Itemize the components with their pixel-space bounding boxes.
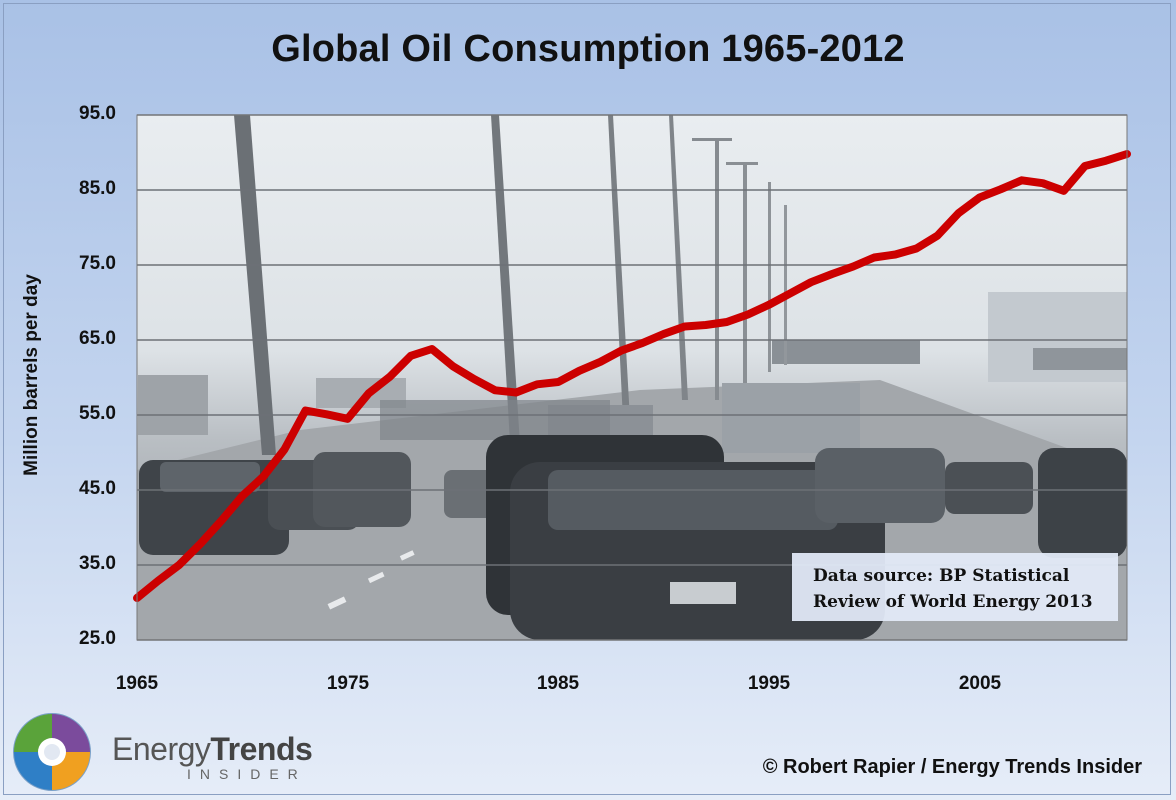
data-point (175, 561, 183, 569)
data-point (912, 245, 920, 252)
annotation-line: Data source: BP Statistical (813, 566, 1070, 586)
x-tick-label: 1965 (115, 673, 159, 694)
data-point (154, 577, 162, 585)
y-tick-label: 95.0 (79, 103, 116, 124)
data-point (386, 373, 394, 381)
data-point (596, 358, 604, 366)
data-point (807, 278, 815, 286)
y-tick-label: 35.0 (79, 553, 116, 574)
data-point (681, 323, 689, 330)
y-tick-label: 85.0 (79, 178, 116, 199)
series-line (133, 150, 1131, 602)
data-point (238, 492, 246, 500)
data-point (196, 540, 204, 548)
data-point (786, 290, 794, 297)
brand-name: EnergyTrends (112, 731, 313, 767)
data-point (323, 410, 331, 418)
data-point (828, 270, 836, 278)
data-point (302, 407, 310, 414)
data-point (891, 251, 899, 258)
y-tick-label: 75.0 (79, 253, 116, 274)
y-tick-label: 65.0 (79, 328, 116, 349)
data-points (133, 150, 1131, 602)
data-point (997, 185, 1005, 193)
brand-name-light: Energy (112, 731, 211, 767)
data-point (449, 362, 457, 370)
chart-title: Global Oil Consumption 1965-2012 (271, 28, 905, 70)
data-point (849, 263, 857, 270)
data-point (765, 301, 773, 309)
x-tick-label: 1985 (536, 673, 580, 694)
data-point (933, 232, 941, 240)
data-point (639, 339, 647, 347)
data-point (554, 378, 562, 386)
logo-emblem-icon (13, 713, 91, 791)
data-point (533, 380, 541, 388)
y-tick-label: 45.0 (79, 478, 116, 499)
data-source-annotation: Data source: BP Statistical Review of Wo… (792, 553, 1118, 621)
x-tick-label: 2005 (958, 673, 1002, 694)
data-point (344, 415, 352, 423)
data-point (723, 318, 731, 326)
y-axis-label: Million barrels per day (21, 274, 42, 476)
data-point (280, 446, 288, 453)
data-point (1018, 176, 1026, 184)
data-point (1060, 187, 1068, 195)
data-point (660, 330, 668, 338)
data-point (617, 347, 625, 354)
data-point (575, 367, 583, 375)
copyright-notice: © Robert Rapier / Energy Trends Insider (762, 756, 1142, 778)
data-point (407, 352, 415, 360)
x-tick-label: 1995 (747, 673, 791, 694)
data-point (1039, 179, 1047, 187)
chart-frame (3, 3, 1171, 795)
data-point (491, 386, 499, 394)
data-point (217, 517, 225, 525)
data-point (702, 321, 710, 329)
data-point (1102, 157, 1110, 165)
data-point (365, 389, 373, 397)
data-point (954, 209, 962, 217)
annotation-line: Review of World Energy 2013 (813, 592, 1093, 612)
brand-logo (8, 706, 328, 792)
data-point (259, 473, 267, 480)
brand-tagline: INSIDER (187, 766, 307, 782)
data-point (976, 194, 984, 201)
data-point (1081, 162, 1089, 170)
plot-background (137, 115, 1127, 640)
data-point (744, 311, 752, 318)
data-point (512, 389, 520, 396)
plot-border (136, 114, 1128, 641)
x-tick-label: 1975 (326, 673, 370, 694)
y-tick-label: 55.0 (79, 403, 116, 424)
data-point (428, 345, 436, 353)
brand-name-bold: Trends (210, 731, 313, 767)
data-point (470, 375, 478, 383)
y-tick-label: 25.0 (79, 628, 116, 649)
data-point (870, 254, 878, 261)
